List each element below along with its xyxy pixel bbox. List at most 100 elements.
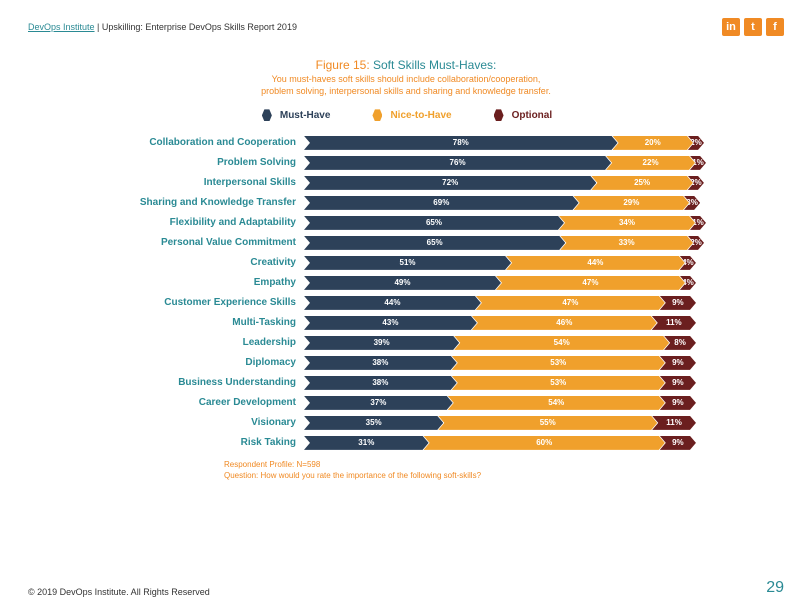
segment-optional: 9%: [660, 376, 696, 390]
twitter-icon[interactable]: t: [744, 18, 762, 36]
segment-must-have: 31%: [304, 436, 429, 450]
legend-label: Nice-to-Have: [390, 110, 451, 121]
chart-row: Interpersonal Skills72%25%2%: [106, 175, 706, 190]
segment-nice-to-have: 33%: [560, 236, 693, 250]
figure-sub-line1: You must-haves soft skills should includ…: [272, 74, 541, 84]
figure-subtitle: You must-haves soft skills should includ…: [28, 74, 784, 97]
segment-must-have: 65%: [304, 236, 565, 250]
segment-nice-to-have: 53%: [452, 356, 665, 370]
facebook-icon[interactable]: f: [766, 18, 784, 36]
social-icons: intf: [722, 18, 784, 36]
segment-must-have: 35%: [304, 416, 443, 430]
figure-prefix: Figure 15:: [316, 58, 370, 72]
bar: 38%53%9%: [304, 376, 706, 390]
bar: 43%46%11%: [304, 316, 706, 330]
bar: 78%20%2%: [304, 136, 706, 150]
segment-nice-to-have: 29%: [574, 196, 689, 210]
legend-label: Must-Have: [280, 110, 331, 121]
header-link[interactable]: DevOps Institute: [28, 22, 95, 32]
footnote-line2: Question: How would you rate the importa…: [224, 471, 784, 481]
row-label: Leadership: [106, 337, 304, 348]
segment-nice-to-have: 22%: [606, 156, 695, 170]
row-label: Empathy: [106, 277, 304, 288]
row-label: Flexibility and Adaptability: [106, 217, 304, 228]
bar: 38%53%9%: [304, 356, 706, 370]
row-label: Career Development: [106, 397, 304, 408]
chart-legend: Must-Have Nice-to-Have Optional: [28, 109, 784, 121]
figure-sub-line2: problem solving, interpersonal skills an…: [261, 86, 551, 96]
chart-row: Risk Taking31%60%9%: [106, 435, 706, 450]
legend-item: Nice-to-Have: [370, 109, 451, 121]
bar: 39%54%8%: [304, 336, 706, 350]
row-label: Risk Taking: [106, 437, 304, 448]
linkedin-icon[interactable]: in: [722, 18, 740, 36]
chart-row: Sharing and Knowledge Transfer69%29%3%: [106, 195, 706, 210]
bar: 44%47%9%: [304, 296, 706, 310]
chart-footnote: Respondent Profile: N=598 Question: How …: [224, 460, 784, 481]
segment-optional: 9%: [660, 396, 696, 410]
stacked-bar-chart: Collaboration and Cooperation78%20%2%Pro…: [106, 135, 706, 450]
segment-must-have: 72%: [304, 176, 596, 190]
legend-marker: [260, 109, 274, 121]
segment-nice-to-have: 47%: [496, 276, 685, 290]
chart-row: Problem Solving76%22%1%: [106, 155, 706, 170]
segment-optional: 11%: [652, 416, 696, 430]
segment-must-have: 38%: [304, 356, 457, 370]
segment-must-have: 37%: [304, 396, 453, 410]
segment-must-have: 44%: [304, 296, 481, 310]
segment-nice-to-have: 34%: [559, 216, 695, 230]
segment-must-have: 76%: [304, 156, 611, 170]
bar: 65%33%2%: [304, 236, 706, 250]
segment-nice-to-have: 54%: [454, 336, 669, 350]
row-label: Multi-Tasking: [106, 317, 304, 328]
segment-nice-to-have: 44%: [506, 256, 685, 270]
legend-item: Must-Have: [260, 109, 331, 121]
row-label: Diplomacy: [106, 357, 304, 368]
chart-row: Business Understanding38%53%9%: [106, 375, 706, 390]
chart-row: Personal Value Commitment65%33%2%: [106, 235, 706, 250]
segment-nice-to-have: 53%: [452, 376, 665, 390]
legend-label: Optional: [512, 110, 553, 121]
segment-nice-to-have: 47%: [476, 296, 665, 310]
chart-row: Leadership39%54%8%: [106, 335, 706, 350]
chart-row: Flexibility and Adaptability65%34%1%: [106, 215, 706, 230]
chart-row: Visionary35%55%11%: [106, 415, 706, 430]
legend-marker: [492, 109, 506, 121]
chart-row: Career Development37%54%9%: [106, 395, 706, 410]
segment-must-have: 38%: [304, 376, 457, 390]
chart-row: Empathy49%47%4%: [106, 275, 706, 290]
segment-must-have: 65%: [304, 216, 564, 230]
row-label: Problem Solving: [106, 157, 304, 168]
segment-nice-to-have: 60%: [424, 436, 665, 450]
legend-marker: [370, 109, 384, 121]
row-label: Customer Experience Skills: [106, 297, 304, 308]
header-left: DevOps Institute | Upskilling: Enterpris…: [28, 22, 297, 32]
row-label: Collaboration and Cooperation: [106, 137, 304, 148]
bar: 72%25%2%: [304, 176, 706, 190]
chart-row: Multi-Tasking43%46%11%: [106, 315, 706, 330]
chart-row: Collaboration and Cooperation78%20%2%: [106, 135, 706, 150]
chart-row: Customer Experience Skills44%47%9%: [106, 295, 706, 310]
legend-item: Optional: [492, 109, 553, 121]
page-footer: © 2019 DevOps Institute. All Rights Rese…: [28, 579, 784, 597]
segment-must-have: 49%: [304, 276, 501, 290]
chart-row: Creativity51%44%4%: [106, 255, 706, 270]
segment-nice-to-have: 46%: [472, 316, 657, 330]
segment-optional: 11%: [652, 316, 696, 330]
segment-nice-to-have: 20%: [613, 136, 693, 150]
segment-optional: 9%: [660, 296, 696, 310]
segment-must-have: 39%: [304, 336, 459, 350]
page-header: DevOps Institute | Upskilling: Enterpris…: [28, 18, 784, 36]
segment-must-have: 69%: [304, 196, 579, 210]
bar: 65%34%1%: [304, 216, 706, 230]
row-label: Visionary: [106, 417, 304, 428]
bar: 76%22%1%: [304, 156, 706, 170]
segment-must-have: 43%: [304, 316, 477, 330]
row-label: Personal Value Commitment: [106, 237, 304, 248]
bar: 49%47%4%: [304, 276, 706, 290]
segment-nice-to-have: 55%: [438, 416, 657, 430]
bar: 51%44%4%: [304, 256, 706, 270]
page-number: 29: [766, 579, 784, 597]
figure-title: Figure 15: Soft Skills Must-Haves:: [28, 58, 784, 72]
header-title-suffix: | Upskilling: Enterprise DevOps Skills R…: [95, 22, 297, 32]
